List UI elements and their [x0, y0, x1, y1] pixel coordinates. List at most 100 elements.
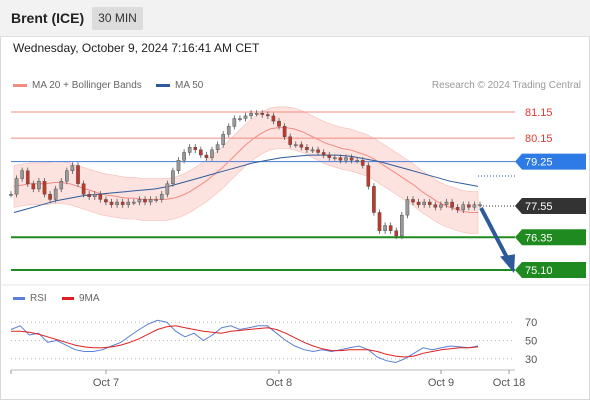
level-label-81-15: 81.15: [525, 107, 553, 119]
candle-body: [76, 165, 80, 184]
ma50-swatch: [156, 83, 170, 87]
x-tick-label: Oct 8: [266, 377, 292, 389]
candle-body: [349, 157, 354, 161]
rsi-9ma-line: [11, 325, 479, 358]
candle-body: [37, 180, 41, 190]
candle-body: [293, 144, 298, 147]
level-label-80-15: 80.15: [525, 133, 553, 145]
candle-body: [137, 199, 142, 203]
candle-body: [148, 199, 153, 203]
candle-body: [360, 160, 365, 166]
ma9-label: 9MA: [79, 293, 100, 304]
candle-body: [159, 194, 164, 200]
candle-body: [59, 180, 64, 190]
rsi-label: RSI: [30, 293, 47, 304]
candle-body: [416, 201, 421, 205]
candle-body: [104, 199, 108, 203]
level-label-79-25: 79.25: [525, 157, 553, 169]
candle-body: [154, 199, 158, 201]
ma20-label: MA 20 + Bollinger Bands: [32, 80, 142, 91]
ma50-line: [13, 154, 479, 213]
candle-body: [9, 194, 13, 196]
legend-rsi: RSI: [13, 293, 47, 304]
candle-body: [366, 165, 371, 187]
candle-body: [92, 194, 97, 198]
candle-body: [405, 199, 410, 216]
candle-body: [70, 165, 75, 171]
candle-body: [377, 212, 382, 231]
candle-body: [411, 199, 415, 203]
candle-body: [310, 149, 315, 152]
candle-body: [338, 157, 343, 161]
candle-body: [299, 144, 304, 148]
candle-body: [266, 114, 270, 117]
candle-body: [282, 126, 287, 137]
candle-body: [422, 201, 426, 205]
x-tick-label: Oct 7: [93, 377, 119, 389]
candle-body: [439, 204, 443, 208]
rsi-tick-50: 50: [525, 336, 537, 348]
rsi-line: [10, 319, 479, 364]
candle-body: [165, 183, 170, 195]
candle-body: [193, 147, 198, 151]
candle-body: [221, 133, 225, 145]
candle-body: [478, 204, 482, 207]
candle-body: [243, 115, 248, 119]
candle-body: [143, 199, 147, 203]
forecast-arrow: [479, 207, 510, 261]
level-badge-77-55: [515, 197, 586, 214]
legend-9ma: 9MA: [62, 293, 100, 304]
candle-body: [215, 144, 220, 151]
candle-body: [277, 120, 281, 127]
candle-body: [444, 201, 449, 205]
candle-body: [199, 149, 203, 156]
candle-body: [433, 204, 438, 208]
legend-ma20: MA 20 + Bollinger Bands: [13, 80, 142, 91]
level-badge-79-25: [515, 153, 586, 170]
candle-body: [210, 149, 214, 158]
candle-body: [226, 126, 231, 135]
candle-body: [472, 204, 477, 208]
candle-body: [321, 152, 326, 156]
level-badge-76-35: [515, 229, 586, 246]
candle-body: [271, 115, 276, 122]
level-label-75-10: 75.10: [525, 265, 553, 277]
x-tick-label: Oct 9: [428, 377, 454, 389]
candle-body: [450, 201, 454, 208]
candle-body: [176, 160, 181, 171]
candle-body: [65, 170, 69, 182]
candle-body: [316, 149, 320, 153]
candle-body: [87, 194, 91, 198]
candle-body: [327, 154, 332, 158]
credit-text: Research © 2024 Trading Central: [431, 80, 581, 91]
candle-body: [187, 147, 192, 153]
rsi-tick-70: 70: [525, 317, 537, 329]
candle-body: [427, 201, 432, 205]
candle-body: [388, 225, 393, 231]
level-badge-75-10: [515, 261, 586, 278]
candle-body: [288, 136, 292, 145]
candle-body: [126, 201, 131, 205]
legend-ma50: MA 50: [156, 80, 203, 91]
datetime-label: Wednesday, October 9, 2024 7:16:41 AM CE…: [13, 41, 260, 55]
candle-body: [254, 113, 259, 115]
candle-body: [109, 201, 114, 205]
candle-body: [260, 113, 265, 115]
x-tick-label: Oct 18: [493, 377, 525, 389]
candle-body: [171, 170, 175, 184]
candle-body: [383, 225, 387, 231]
candle-body: [132, 201, 136, 204]
level-label-76-35: 76.35: [525, 232, 553, 244]
level-label-77-55: 77.55: [525, 201, 553, 213]
rsi-tick-30: 30: [525, 354, 537, 366]
candle-body: [81, 183, 86, 195]
forecast-arrowhead: [500, 254, 515, 273]
candle-body: [455, 207, 460, 211]
timeframe-badge[interactable]: 30 MIN: [92, 7, 143, 30]
ma50-label: MA 50: [175, 80, 204, 91]
candle-body: [120, 201, 125, 205]
candle-body: [333, 157, 337, 160]
candle-body: [182, 152, 186, 161]
candle-body: [461, 204, 466, 211]
